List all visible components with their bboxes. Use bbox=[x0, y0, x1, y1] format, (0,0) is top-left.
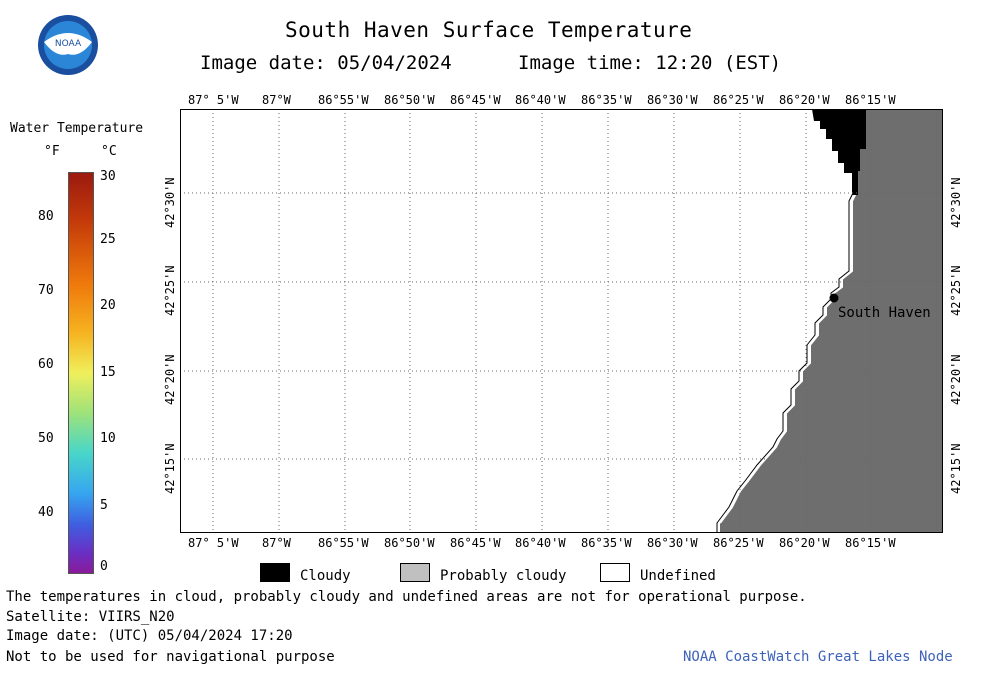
colorbar-title: Water Temperature bbox=[10, 121, 144, 136]
lat-label-right: 42°15'N bbox=[949, 443, 963, 494]
lat-label-right: 42°30'N bbox=[949, 177, 963, 228]
footer-note: The temperatures in cloud, probably clou… bbox=[6, 589, 807, 605]
lon-label-top: 86°15'W bbox=[845, 93, 896, 107]
map-frame bbox=[180, 109, 943, 533]
lon-label-top: 87° 5'W bbox=[188, 93, 239, 107]
lon-label-top: 86°35'W bbox=[581, 93, 632, 107]
lat-label-right: 42°20'N bbox=[949, 354, 963, 405]
lat-label-left: 42°15'N bbox=[163, 443, 177, 494]
logo-text: NOAA bbox=[55, 39, 82, 49]
legend-undefined-label: Undefined bbox=[640, 568, 716, 584]
legend-cloudy-swatch bbox=[260, 563, 290, 582]
c-tick: 30 bbox=[100, 169, 116, 184]
footer-nav-warning: Not to be used for navigational purpose bbox=[6, 649, 335, 665]
lon-label-top: 86°20'W bbox=[779, 93, 830, 107]
f-tick: 80 bbox=[38, 209, 54, 224]
lon-label-bottom: 86°25'W bbox=[713, 536, 764, 550]
lon-label-top: 86°45'W bbox=[450, 93, 501, 107]
lon-label-bottom: 87° 5'W bbox=[188, 536, 239, 550]
legend-cloudy-label: Cloudy bbox=[300, 568, 351, 584]
shoreline bbox=[719, 192, 857, 524]
c-tick: 10 bbox=[100, 431, 116, 446]
noaa-logo-icon: NOAA bbox=[38, 15, 98, 75]
temperature-colorbar bbox=[68, 172, 94, 574]
f-tick: 70 bbox=[38, 283, 54, 298]
lon-label-bottom: 86°20'W bbox=[779, 536, 830, 550]
f-tick: 60 bbox=[38, 357, 54, 372]
lon-label-top: 86°40'W bbox=[515, 93, 566, 107]
unit-fahrenheit: °F bbox=[44, 144, 60, 159]
city-marker bbox=[829, 293, 839, 303]
lon-label-bottom: 86°45'W bbox=[450, 536, 501, 550]
legend-probably-cloudy-swatch bbox=[400, 563, 430, 582]
footer-utc-date: Image date: (UTC) 05/04/2024 17:20 bbox=[6, 628, 293, 644]
footer-satellite: Satellite: VIIRS_N20 bbox=[6, 609, 175, 625]
lon-label-top: 87°W bbox=[262, 93, 291, 107]
shoreline-border bbox=[716, 192, 854, 533]
c-tick: 20 bbox=[100, 298, 116, 313]
city-label: South Haven bbox=[838, 305, 931, 321]
footer-credit: NOAA CoastWatch Great Lakes Node bbox=[683, 649, 953, 665]
lon-label-bottom: 87°W bbox=[262, 536, 291, 550]
lon-label-bottom: 86°55'W bbox=[318, 536, 369, 550]
legend-probably-cloudy-label: Probably cloudy bbox=[440, 568, 567, 584]
lon-label-top: 86°25'W bbox=[713, 93, 764, 107]
lon-label-bottom: 86°30'W bbox=[647, 536, 698, 550]
lon-label-bottom: 86°35'W bbox=[581, 536, 632, 550]
lat-label-left: 42°25'N bbox=[163, 265, 177, 316]
f-tick: 40 bbox=[38, 505, 54, 520]
legend-undefined-swatch bbox=[600, 563, 630, 582]
lon-label-top: 86°55'W bbox=[318, 93, 369, 107]
lon-label-bottom: 86°15'W bbox=[845, 536, 896, 550]
lon-label-top: 86°30'W bbox=[647, 93, 698, 107]
lat-label-left: 42°30'N bbox=[163, 177, 177, 228]
f-tick: 50 bbox=[38, 431, 54, 446]
unit-celsius: °C bbox=[101, 144, 117, 159]
image-time: Image time: 12:20 (EST) bbox=[518, 52, 782, 74]
lat-label-left: 42°20'N bbox=[163, 354, 177, 405]
c-tick: 15 bbox=[100, 365, 116, 380]
land-area bbox=[720, 109, 943, 533]
lon-label-bottom: 86°50'W bbox=[384, 536, 435, 550]
c-tick: 5 bbox=[100, 498, 108, 513]
graticule bbox=[180, 109, 943, 533]
image-date: Image date: 05/04/2024 bbox=[200, 52, 452, 74]
lon-label-bottom: 86°40'W bbox=[515, 536, 566, 550]
c-tick: 0 bbox=[100, 559, 108, 574]
cloud-area bbox=[812, 109, 866, 195]
c-tick: 25 bbox=[100, 232, 116, 247]
lon-label-top: 86°50'W bbox=[384, 93, 435, 107]
lat-label-right: 42°25'N bbox=[949, 265, 963, 316]
page-title: South Haven Surface Temperature bbox=[285, 18, 693, 42]
temperature-map: South Haven bbox=[180, 109, 943, 533]
